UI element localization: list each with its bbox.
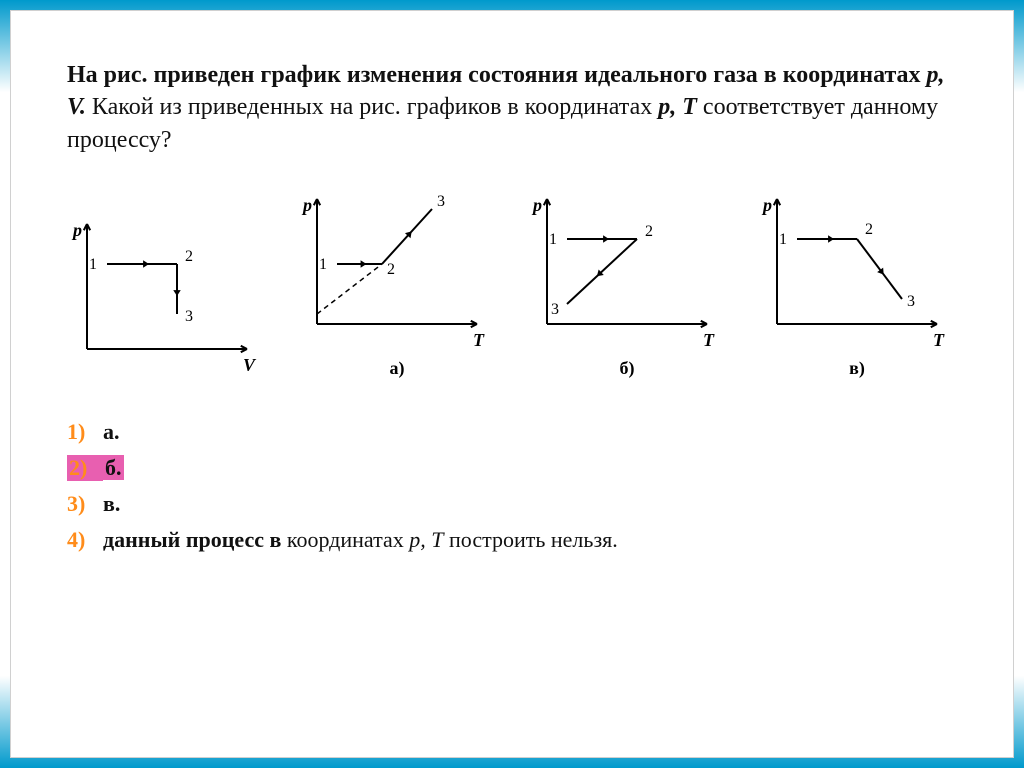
answer-1[interactable]: 1) а. xyxy=(67,419,957,445)
answer-1-text: а. xyxy=(103,419,120,445)
answer-1-num: 1) xyxy=(67,419,103,445)
svg-text:3: 3 xyxy=(185,308,193,325)
svg-text:2: 2 xyxy=(865,221,873,238)
svg-text:1: 1 xyxy=(89,256,97,273)
option-b: p T 1 2 3 б) xyxy=(527,184,727,379)
svg-text:3: 3 xyxy=(907,293,915,310)
q-part1: На рис. приведен график изменения состоя… xyxy=(67,62,927,88)
option-a-svg: p T 1 2 3 xyxy=(297,184,497,354)
slide: На рис. приведен график изменения состоя… xyxy=(10,10,1014,758)
svg-text:1: 1 xyxy=(779,231,787,248)
answer-4-text: данный процесс в координатах p, T постро… xyxy=(103,527,618,553)
answer-3[interactable]: 3) в. xyxy=(67,491,957,517)
answer-2-text: б. xyxy=(103,455,124,481)
option-v-label: в) xyxy=(757,358,957,379)
answer-2[interactable]: 2) б. xyxy=(67,455,957,481)
svg-text:p: p xyxy=(301,195,312,215)
option-a-label: а) xyxy=(297,358,497,379)
main-chart: p V 1 2 3 xyxy=(67,209,267,379)
answers-list: 1) а. 2) б. 3) в. 4) данный процесс в ко… xyxy=(67,419,957,553)
svg-text:T: T xyxy=(473,330,485,350)
answer-4[interactable]: 4) данный процесс в координатах p, T пос… xyxy=(67,527,957,553)
svg-text:T: T xyxy=(933,330,945,350)
answer-3-text: в. xyxy=(103,491,120,517)
svg-text:p: p xyxy=(71,220,82,240)
option-v-svg: p T 1 2 3 xyxy=(757,184,957,354)
option-b-svg: p T 1 2 3 xyxy=(527,184,727,354)
question-text: На рис. приведен график изменения состоя… xyxy=(67,59,957,156)
main-chart-svg: p V 1 2 3 xyxy=(67,209,267,379)
option-a: p T 1 2 3 а) xyxy=(297,184,497,379)
answer-3-num: 3) xyxy=(67,491,103,517)
svg-text:1: 1 xyxy=(549,231,557,248)
svg-text:3: 3 xyxy=(551,301,559,318)
svg-text:2: 2 xyxy=(645,223,653,240)
option-b-label: б) xyxy=(527,358,727,379)
svg-text:3: 3 xyxy=(437,193,445,210)
option-v: p T 1 2 3 в) xyxy=(757,184,957,379)
figures-row: p V 1 2 3 p T 1 2 3 а) p T 1 2 3 б) p T 1 2 3 в) xyxy=(67,184,957,379)
q-pt: p, T xyxy=(658,94,697,120)
svg-text:1: 1 xyxy=(319,256,327,273)
answer-2-num: 2) xyxy=(67,455,103,481)
svg-text:p: p xyxy=(761,195,772,215)
svg-text:T: T xyxy=(703,330,715,350)
svg-text:2: 2 xyxy=(185,248,193,265)
answer-4-num: 4) xyxy=(67,527,103,553)
svg-text:p: p xyxy=(531,195,542,215)
q-part2: Какой из приведенных на рис. графиков в … xyxy=(86,94,658,120)
svg-text:V: V xyxy=(243,355,257,375)
svg-text:2: 2 xyxy=(387,261,395,278)
